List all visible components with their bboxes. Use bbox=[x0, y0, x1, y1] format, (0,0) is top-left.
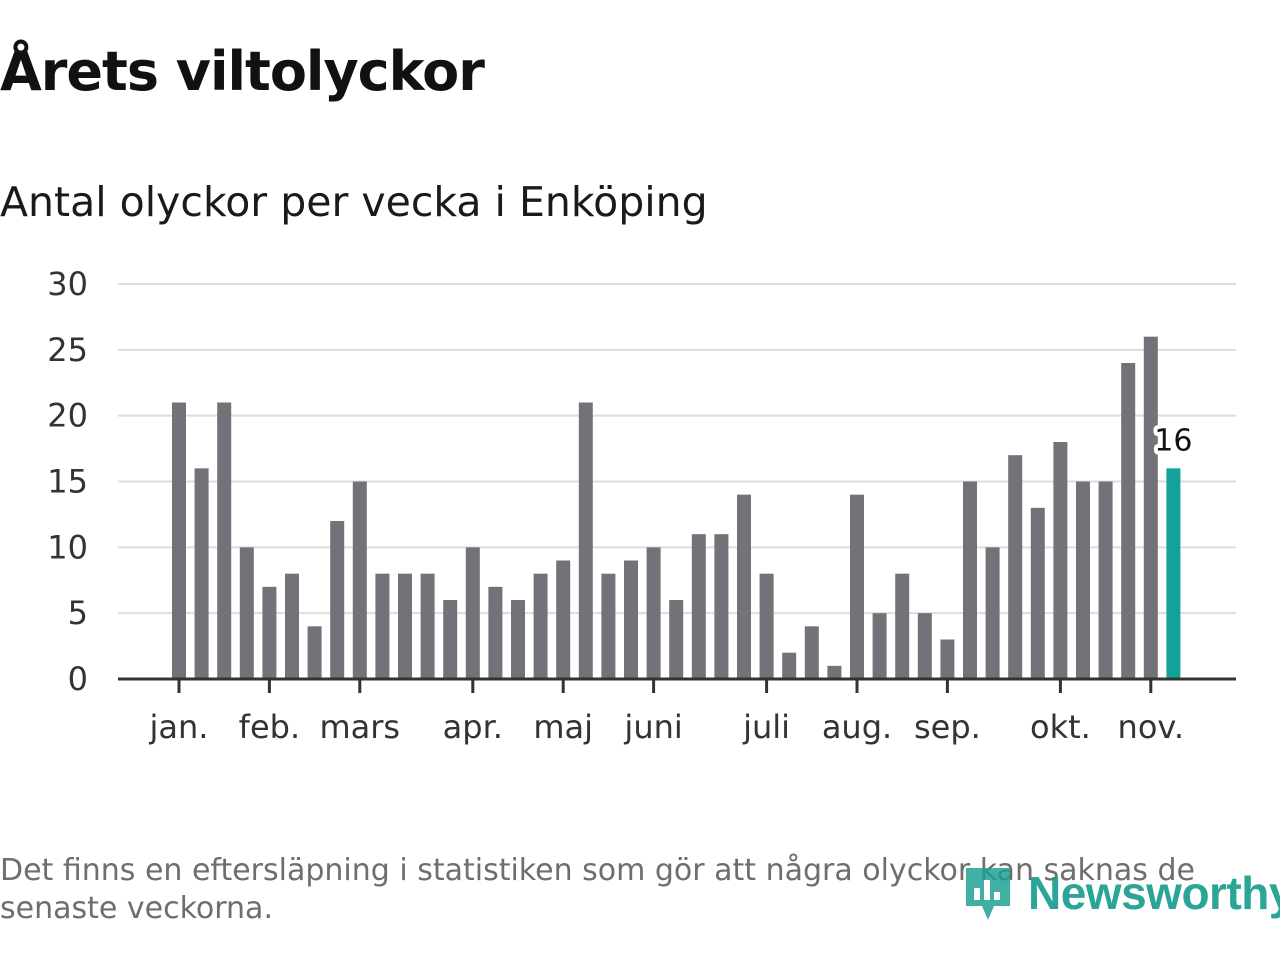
bar bbox=[330, 521, 345, 679]
bar bbox=[465, 547, 480, 679]
bar bbox=[850, 494, 864, 679]
bar bbox=[669, 600, 684, 679]
x-axis-ticks: jan. feb. mars apr. maj juni juli aug. sep. okt. n… bbox=[149, 679, 1184, 746]
x-tick-label: feb. bbox=[239, 708, 300, 746]
bar bbox=[511, 600, 525, 679]
data-labels: 16 bbox=[1150, 419, 1196, 462]
y-tick-label: 15 bbox=[47, 463, 88, 501]
x-tick-label: maj bbox=[533, 708, 593, 746]
bar-chart-pin-icon bbox=[966, 868, 1010, 920]
bar bbox=[624, 560, 638, 679]
x-tick-label: mars bbox=[319, 708, 400, 746]
bar bbox=[420, 573, 435, 679]
bar bbox=[985, 547, 1000, 679]
newsworthy-logo: Newsworthy bbox=[962, 862, 1280, 924]
bar bbox=[194, 468, 209, 679]
chart-subtitle: Antal olyckor per vecka i Enköping bbox=[0, 178, 708, 226]
x-tick-label: sep. bbox=[914, 708, 981, 746]
bar bbox=[804, 626, 819, 679]
x-tick-label: juli bbox=[742, 708, 790, 746]
data-label: 16 bbox=[1154, 423, 1192, 458]
y-tick-label: 20 bbox=[47, 397, 88, 435]
bar bbox=[601, 573, 616, 679]
bar bbox=[737, 494, 751, 679]
bar bbox=[759, 573, 774, 679]
bar bbox=[714, 534, 729, 679]
grid-lines bbox=[118, 283, 1236, 615]
y-tick-label: 10 bbox=[47, 528, 88, 566]
chart-title: Årets viltolyckor bbox=[0, 40, 485, 103]
y-axis-ticks: 0 5 10 15 20 25 30 bbox=[47, 265, 88, 698]
bar bbox=[646, 547, 661, 679]
x-tick-label: apr. bbox=[443, 708, 503, 746]
x-tick-label: jan. bbox=[149, 708, 209, 746]
bar bbox=[398, 573, 412, 679]
bar bbox=[827, 665, 842, 679]
bar bbox=[1076, 481, 1090, 679]
bar bbox=[352, 481, 367, 679]
bar bbox=[239, 547, 254, 679]
bar bbox=[556, 560, 571, 679]
bar bbox=[963, 481, 977, 679]
bar bbox=[488, 586, 503, 679]
y-tick-label: 0 bbox=[68, 660, 88, 698]
bar bbox=[375, 573, 390, 679]
bar bbox=[691, 534, 706, 679]
bar bbox=[1008, 455, 1023, 679]
bar bbox=[443, 600, 458, 679]
bar bbox=[917, 613, 932, 679]
bar bbox=[1121, 363, 1136, 679]
x-tick-label: okt. bbox=[1030, 708, 1091, 746]
x-tick-label: juni bbox=[623, 708, 682, 746]
bar bbox=[217, 402, 232, 679]
y-tick-label: 25 bbox=[47, 331, 88, 369]
bar bbox=[262, 586, 277, 679]
bar bbox=[1143, 336, 1158, 679]
bar bbox=[307, 626, 322, 679]
x-tick-label: aug. bbox=[822, 708, 892, 746]
bar bbox=[172, 402, 186, 679]
y-tick-label: 30 bbox=[47, 265, 88, 303]
bar-highlight bbox=[1166, 468, 1181, 679]
bars bbox=[172, 336, 1181, 679]
bar bbox=[285, 573, 299, 679]
bar bbox=[1053, 442, 1068, 679]
bar bbox=[782, 652, 797, 679]
x-tick-label: nov. bbox=[1118, 708, 1184, 746]
bar bbox=[1030, 507, 1045, 679]
bar bbox=[1098, 481, 1113, 679]
bar bbox=[940, 639, 955, 679]
bar bbox=[895, 573, 910, 679]
bar bbox=[533, 573, 548, 679]
y-tick-label: 5 bbox=[68, 594, 88, 632]
bar bbox=[872, 613, 887, 679]
bar-chart: 0 5 10 15 20 25 30 jan. feb. mars apr. maj juni juli… bbox=[47, 265, 1236, 746]
bar bbox=[578, 402, 593, 679]
logo-text: Newsworthy bbox=[1028, 867, 1280, 919]
